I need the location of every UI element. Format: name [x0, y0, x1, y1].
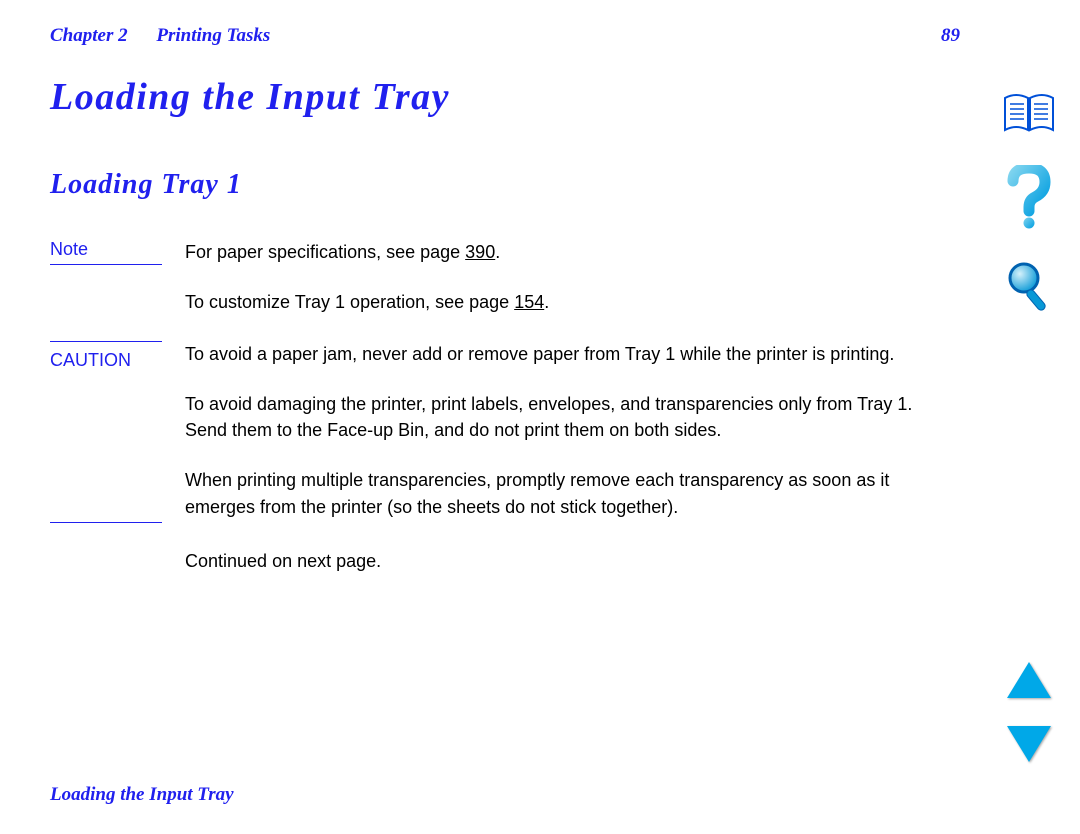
- header-left: Chapter 2 Printing Tasks: [50, 25, 270, 47]
- note-paragraph-1: For paper specifications, see page 390.: [185, 239, 549, 265]
- page-link-390[interactable]: 390: [465, 242, 495, 262]
- main-heading: Loading the Input Tray: [50, 75, 1030, 119]
- caution-p2: To avoid damaging the printer, print lab…: [185, 391, 945, 443]
- search-icon[interactable]: [1004, 260, 1054, 321]
- caution-body: To avoid a paper jam, never add or remov…: [185, 341, 945, 519]
- chapter-label: Chapter 2: [50, 25, 128, 46]
- caution-label: CAUTION: [50, 341, 162, 371]
- note-label: Note: [50, 239, 162, 265]
- nav-icons-column: [1000, 90, 1058, 321]
- sub-heading: Loading Tray 1: [50, 169, 1030, 201]
- chapter-title: Printing Tasks: [156, 25, 270, 46]
- document-page: Chapter 2 Printing Tasks 89 Loading the …: [0, 0, 1080, 834]
- book-icon[interactable]: [1002, 90, 1056, 139]
- caution-label-col: CAUTION: [50, 341, 185, 371]
- note-text: For paper specifications, see page: [185, 242, 465, 262]
- page-header: Chapter 2 Printing Tasks 89: [50, 25, 1030, 47]
- page-number: 89: [941, 25, 1030, 47]
- page-link-154[interactable]: 154: [514, 292, 544, 312]
- help-icon[interactable]: [1004, 165, 1054, 234]
- note-extra-text: To customize Tray 1 operation, see page: [185, 292, 514, 312]
- note-text-after: .: [495, 242, 500, 262]
- continued-line: Continued on next page.: [185, 551, 1030, 572]
- note-paragraph-2: To customize Tray 1 operation, see page …: [185, 289, 549, 315]
- note-block: Note For paper specifications, see page …: [50, 239, 1030, 315]
- caution-end-rule: [50, 522, 162, 523]
- note-label-col: Note: [50, 239, 185, 265]
- page-up-icon[interactable]: [1007, 662, 1051, 698]
- nav-arrows: [1002, 662, 1056, 762]
- note-extra-after: .: [544, 292, 549, 312]
- note-body: For paper specifications, see page 390. …: [185, 239, 549, 315]
- caution-p1: To avoid a paper jam, never add or remov…: [185, 341, 945, 367]
- page-footer: Loading the Input Tray: [50, 784, 234, 806]
- page-down-icon[interactable]: [1007, 726, 1051, 762]
- caution-block: CAUTION To avoid a paper jam, never add …: [50, 341, 1030, 519]
- caution-p3: When printing multiple transparencies, p…: [185, 467, 945, 519]
